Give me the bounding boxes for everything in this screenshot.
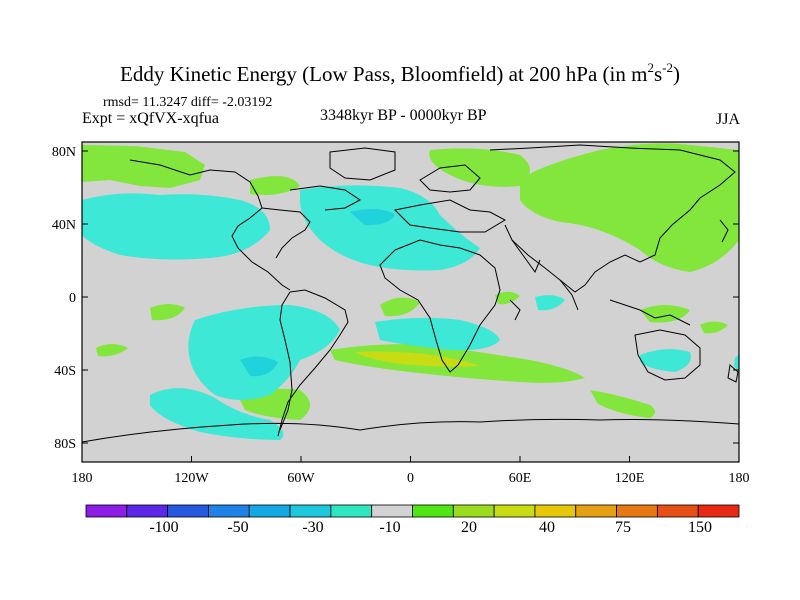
y-tick-label: 0 — [69, 291, 76, 306]
colorbar-swatch — [697, 504, 740, 518]
rmsd-diff-label: rmsd= 11.3247 diff= -2.03192 — [103, 95, 273, 110]
colorbar-label: 150 — [688, 519, 712, 536]
x-tick-label: 60E — [509, 471, 532, 486]
colorbar-label: -10 — [379, 519, 401, 536]
negative-anomaly-regions — [82, 185, 739, 440]
y-tick-label: 40S — [54, 364, 76, 379]
colorbar-label: -100 — [149, 519, 179, 536]
y-tick-label: 80N — [52, 145, 76, 160]
y-tick-label: 80S — [54, 437, 76, 452]
x-tick-label: 60W — [287, 471, 315, 486]
season-label: JJA — [716, 111, 741, 128]
colorbar-swatch — [85, 504, 128, 518]
colorbar-swatch — [289, 504, 332, 518]
strong-positive-regions — [355, 351, 480, 367]
colorbar-swatch — [412, 504, 454, 518]
field-layer — [82, 142, 739, 462]
x-tick-label: 180 — [72, 471, 93, 486]
tick-marks — [81, 150, 740, 462]
colorbar — [85, 504, 740, 518]
colorbar-swatch — [371, 504, 413, 518]
period-label: 3348kyr BP - 0000kyr BP — [320, 107, 487, 124]
colorbar-swatch — [493, 504, 536, 518]
colorbar-swatch — [534, 504, 577, 518]
colorbar-label: 75 — [615, 519, 631, 536]
x-tick-label: 120E — [615, 471, 645, 486]
colorbar-swatch — [248, 504, 291, 518]
coastlines — [82, 144, 739, 443]
strong-negative-regions — [240, 208, 395, 377]
plot-title: Eddy Kinetic Energy (Low Pass, Bloomfiel… — [120, 60, 680, 86]
colorbar-swatch — [452, 504, 495, 518]
colorbar-label: -50 — [227, 519, 249, 536]
colorbar-swatch — [330, 504, 373, 518]
colorbar-swatch — [656, 504, 699, 518]
colorbar-swatch — [616, 504, 658, 518]
x-tick-label: 0 — [407, 471, 414, 486]
x-tick-label: 120W — [174, 471, 209, 486]
x-tick-label: 180 — [729, 471, 750, 486]
y-tick-label: 40N — [52, 218, 76, 233]
colorbar-label: -30 — [302, 519, 324, 536]
experiment-label: Expt = xQfVX-xqfua — [82, 110, 219, 127]
colorbar-label: 20 — [461, 519, 477, 536]
colorbar-swatch — [126, 504, 169, 518]
colorbar-label: 40 — [539, 519, 555, 536]
colorbar-swatch — [167, 504, 209, 518]
colorbar-swatch — [208, 504, 250, 518]
colorbar-swatch — [575, 504, 617, 518]
